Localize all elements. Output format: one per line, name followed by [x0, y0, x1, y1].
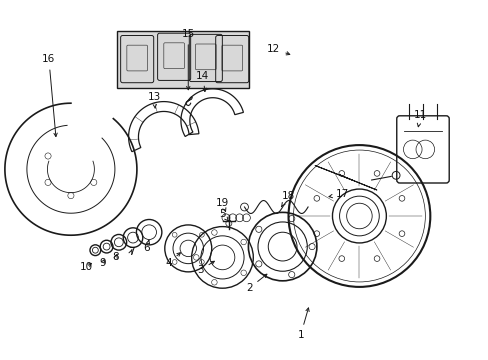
Text: 2: 2 — [245, 274, 266, 293]
Text: 18: 18 — [281, 191, 295, 206]
Text: 5: 5 — [219, 209, 228, 221]
Text: 7: 7 — [127, 247, 134, 257]
Text: 12: 12 — [266, 44, 289, 55]
Text: 16: 16 — [42, 54, 57, 136]
Text: 3: 3 — [197, 261, 214, 275]
Text: 8: 8 — [112, 252, 119, 262]
Text: 15: 15 — [181, 29, 195, 90]
Text: 11: 11 — [413, 110, 427, 127]
Text: 13: 13 — [147, 92, 161, 108]
Text: 4: 4 — [165, 253, 180, 268]
Text: 1: 1 — [297, 308, 308, 340]
Text: 14: 14 — [196, 71, 209, 91]
Text: 10: 10 — [80, 262, 93, 272]
Text: 6: 6 — [143, 240, 150, 253]
Bar — [117, 31, 249, 88]
Text: 19: 19 — [215, 198, 229, 212]
Text: 17: 17 — [328, 189, 348, 199]
Text: 9: 9 — [99, 258, 106, 268]
